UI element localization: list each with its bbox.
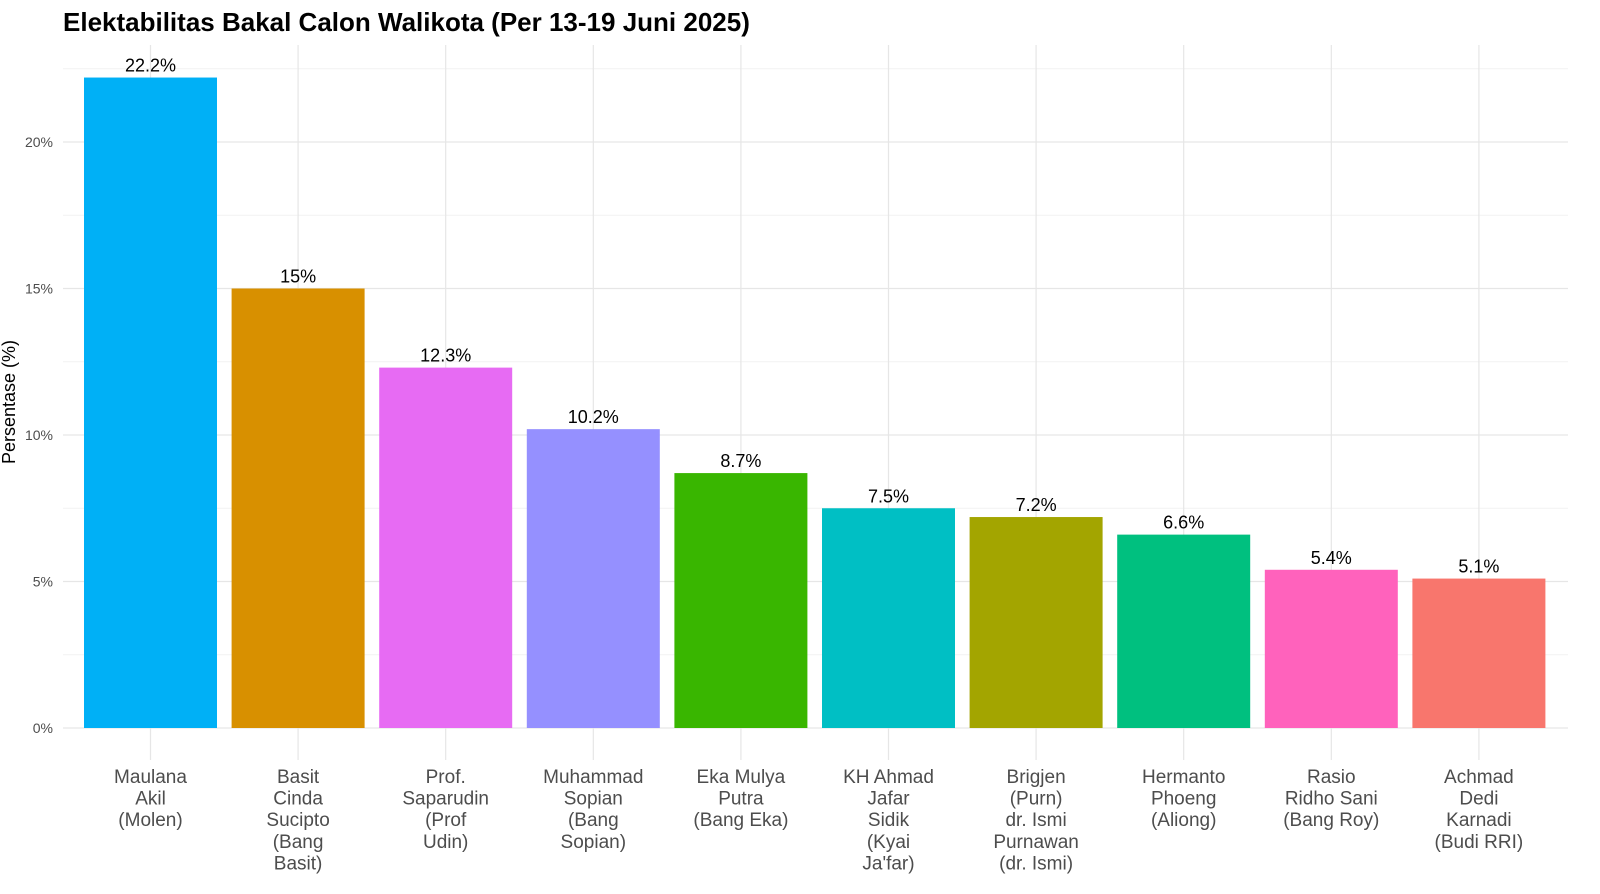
x-tick-label: Maulana Akil (Molen) (114, 767, 187, 831)
y-axis-ticks: 0% 5% 10% 15% 20% (25, 134, 53, 736)
bar (84, 77, 217, 729)
data-label: 8.7% (720, 451, 761, 471)
data-labels-group: 22.2% 15% 12.3% 10.2% 8.7% 7.5% 7.2% 6.6% 5.4% 5.… (125, 56, 1499, 577)
bars-group (84, 77, 1546, 729)
bar (231, 288, 365, 728)
bar (1412, 578, 1546, 728)
data-label: 10.2% (568, 407, 619, 427)
data-label: 6.6% (1163, 513, 1204, 533)
data-label: 7.5% (868, 486, 909, 506)
bar (1264, 569, 1398, 728)
chart-title: Elektabilitas Bakal Calon Walikota (Per … (63, 7, 750, 37)
bar (1117, 534, 1251, 728)
x-tick-label: Hermanto Phoeng (Aliong) (1142, 767, 1225, 831)
x-axis-ticks: Maulana Akil (Molen) Basit Cinda Sucipto (Bang… (114, 767, 1523, 874)
y-axis-label: Persentase (%) (0, 340, 19, 464)
bar (969, 517, 1103, 728)
x-tick-label: Prof. Saparudin (Prof Udin) (402, 767, 489, 853)
y-tick-label: 20% (25, 134, 53, 150)
bar (674, 473, 808, 728)
x-tick-label: Muhammad Sopian (Bang Sopian) (543, 767, 643, 853)
x-tick-label: Basit Cinda Sucipto (Bang Basit) (266, 767, 329, 874)
y-tick-label: 15% (25, 281, 53, 297)
data-label: 7.2% (1016, 495, 1057, 515)
y-tick-label: 0% (33, 720, 53, 736)
x-tick-label: Rasio Ridho Sani (Bang Roy) (1283, 767, 1379, 831)
data-label: 15% (280, 267, 316, 287)
data-label: 5.4% (1311, 548, 1352, 568)
bar (822, 508, 955, 728)
x-tick-label: Eka Mulya Putra (Bang Eka) (693, 767, 788, 831)
x-tick-label: Achmad Dedi Karnadi (Budi RRI) (1435, 767, 1524, 853)
bar (526, 429, 660, 728)
y-tick-label: 10% (25, 427, 53, 443)
data-label: 5.1% (1458, 557, 1499, 577)
y-tick-label: 5% (33, 574, 53, 590)
x-tick-label: Brigjen (Purn) dr. Ismi Purnawan (dr. Ismi) (993, 767, 1079, 874)
data-label: 22.2% (125, 56, 176, 76)
x-tick-label: KH Ahmad Jafar Sidik (Kyai Ja'far) (843, 767, 934, 874)
data-label: 12.3% (420, 346, 471, 366)
bar (379, 367, 513, 728)
